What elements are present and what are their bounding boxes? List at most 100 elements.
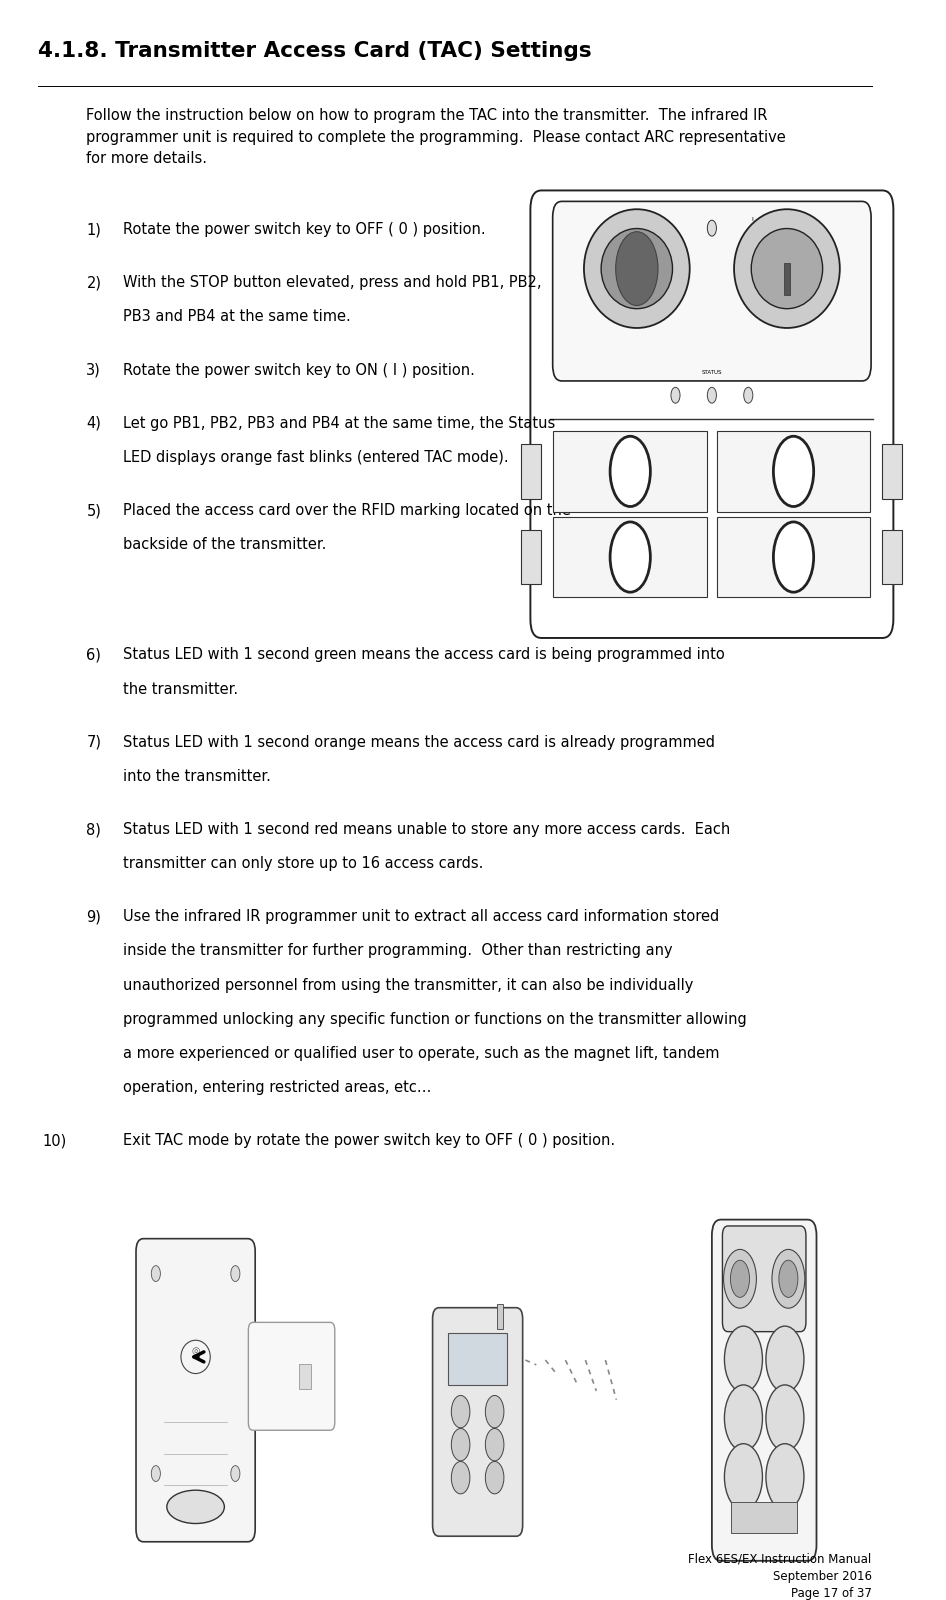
Bar [553, 430, 707, 512]
Text: unauthorized personnel from using the transmitter, it can also be individually: unauthorized personnel from using the tr… [123, 978, 693, 992]
Bar [521, 443, 541, 499]
Circle shape [766, 1443, 804, 1510]
Bar [784, 262, 790, 296]
Text: 4): 4) [86, 416, 101, 430]
Text: I: I [752, 218, 754, 222]
Bar [299, 1363, 311, 1389]
Circle shape [151, 1266, 161, 1282]
Circle shape [616, 232, 658, 306]
FancyBboxPatch shape [552, 202, 871, 381]
Text: 5): 5) [86, 502, 101, 518]
Circle shape [766, 1326, 804, 1392]
Bar [883, 443, 902, 499]
Ellipse shape [779, 1261, 797, 1298]
Text: PB2: PB2 [618, 466, 642, 477]
Circle shape [485, 1429, 504, 1461]
Text: transmitter can only store up to 16 access cards.: transmitter can only store up to 16 acce… [123, 856, 483, 870]
FancyBboxPatch shape [723, 1226, 806, 1331]
Text: Use the infrared IR programmer unit to extract all access card information store: Use the infrared IR programmer unit to e… [123, 909, 719, 925]
Text: LED displays orange fast blinks (entered TAC mode).: LED displays orange fast blinks (entered… [123, 450, 508, 466]
Bar [553, 517, 707, 597]
Text: September 2016: September 2016 [773, 1570, 871, 1582]
Text: 2): 2) [86, 275, 101, 290]
Text: 3): 3) [86, 363, 101, 378]
FancyArrowPatch shape [194, 1352, 204, 1362]
Circle shape [671, 387, 680, 403]
Ellipse shape [734, 210, 840, 328]
Text: PB4: PB4 [618, 552, 642, 562]
Text: 6): 6) [86, 648, 101, 662]
Circle shape [725, 1443, 762, 1510]
Ellipse shape [601, 229, 673, 309]
Ellipse shape [772, 1250, 805, 1309]
Text: Placed the access card over the RFID marking located on the: Placed the access card over the RFID mar… [123, 502, 570, 518]
Circle shape [151, 1466, 161, 1482]
Text: Rotate the power switch key to OFF ( 0 ) position.: Rotate the power switch key to OFF ( 0 )… [123, 222, 485, 237]
Text: Exit TAC mode by rotate the power switch key to OFF ( 0 ) position.: Exit TAC mode by rotate the power switch… [123, 1133, 615, 1149]
Text: With the STOP button elevated, press and hold PB1, PB2,: With the STOP button elevated, press and… [123, 275, 541, 290]
Ellipse shape [751, 229, 823, 309]
Text: 7): 7) [86, 734, 101, 750]
Text: Status LED with 1 second green means the access card is being programmed into: Status LED with 1 second green means the… [123, 648, 725, 662]
Bar [521, 530, 541, 584]
Text: Page 17 of 37: Page 17 of 37 [791, 1587, 871, 1600]
Text: 10): 10) [43, 1133, 67, 1149]
Circle shape [485, 1395, 504, 1427]
Circle shape [708, 221, 716, 237]
FancyBboxPatch shape [432, 1307, 522, 1536]
Text: 9): 9) [86, 909, 101, 925]
Text: PB3: PB3 [781, 552, 806, 562]
Circle shape [451, 1429, 470, 1461]
Ellipse shape [166, 1490, 224, 1523]
Circle shape [725, 1386, 762, 1451]
Text: 8): 8) [86, 822, 101, 837]
Bar [497, 1304, 503, 1330]
Text: into the transmitter.: into the transmitter. [123, 770, 271, 784]
Text: programmed unlocking any specific function or functions on the transmitter allow: programmed unlocking any specific functi… [123, 1011, 746, 1027]
Text: 1): 1) [86, 222, 101, 237]
Bar [448, 1333, 507, 1386]
Text: PB3 and PB4 at the same time.: PB3 and PB4 at the same time. [123, 309, 351, 325]
Circle shape [610, 522, 650, 592]
Circle shape [774, 522, 814, 592]
Text: the transmitter.: the transmitter. [123, 682, 238, 696]
Circle shape [725, 1326, 762, 1392]
Circle shape [231, 1466, 240, 1482]
Text: backside of the transmitter.: backside of the transmitter. [123, 538, 326, 552]
Text: STATUS: STATUS [702, 370, 722, 374]
Text: START: START [796, 218, 815, 222]
Circle shape [451, 1395, 470, 1427]
Ellipse shape [730, 1261, 749, 1298]
Ellipse shape [584, 210, 690, 328]
Text: inside the transmitter for further programming.  Other than restricting any: inside the transmitter for further progr… [123, 944, 673, 958]
Circle shape [231, 1266, 240, 1282]
Text: Status LED with 1 second orange means the access card is already programmed: Status LED with 1 second orange means th… [123, 734, 715, 750]
Text: operation, entering restricted areas, etc…: operation, entering restricted areas, et… [123, 1080, 431, 1094]
Circle shape [774, 437, 814, 507]
FancyBboxPatch shape [712, 1219, 816, 1562]
Circle shape [744, 387, 753, 403]
Text: Flex 6ES/EX Instruction Manual: Flex 6ES/EX Instruction Manual [689, 1552, 871, 1565]
Bar [717, 430, 870, 512]
FancyBboxPatch shape [136, 1238, 255, 1542]
Text: Follow the instruction below on how to program the TAC into the transmitter.  Th: Follow the instruction below on how to p… [86, 107, 786, 166]
Bar [731, 1502, 797, 1533]
Bar [717, 517, 870, 597]
FancyBboxPatch shape [531, 190, 893, 638]
Text: STOP: STOP [627, 218, 646, 222]
Text: Let go PB1, PB2, PB3 and PB4 at the same time, the Status: Let go PB1, PB2, PB3 and PB4 at the same… [123, 416, 555, 430]
Text: ◎: ◎ [191, 1346, 200, 1357]
Circle shape [708, 387, 716, 403]
Text: a more experienced or qualified user to operate, such as the magnet lift, tandem: a more experienced or qualified user to … [123, 1046, 719, 1061]
Circle shape [485, 1461, 504, 1494]
Text: 4.1.8. Transmitter Access Card (TAC) Settings: 4.1.8. Transmitter Access Card (TAC) Set… [38, 42, 592, 61]
Text: PB1: PB1 [781, 466, 806, 477]
Bar [883, 530, 902, 584]
Circle shape [766, 1386, 804, 1451]
FancyBboxPatch shape [249, 1322, 335, 1430]
Circle shape [610, 437, 650, 507]
Text: Rotate the power switch key to ON ( I ) position.: Rotate the power switch key to ON ( I ) … [123, 363, 475, 378]
Text: Status LED with 1 second red means unable to store any more access cards.  Each: Status LED with 1 second red means unabl… [123, 822, 730, 837]
Circle shape [451, 1461, 470, 1494]
Ellipse shape [724, 1250, 757, 1309]
